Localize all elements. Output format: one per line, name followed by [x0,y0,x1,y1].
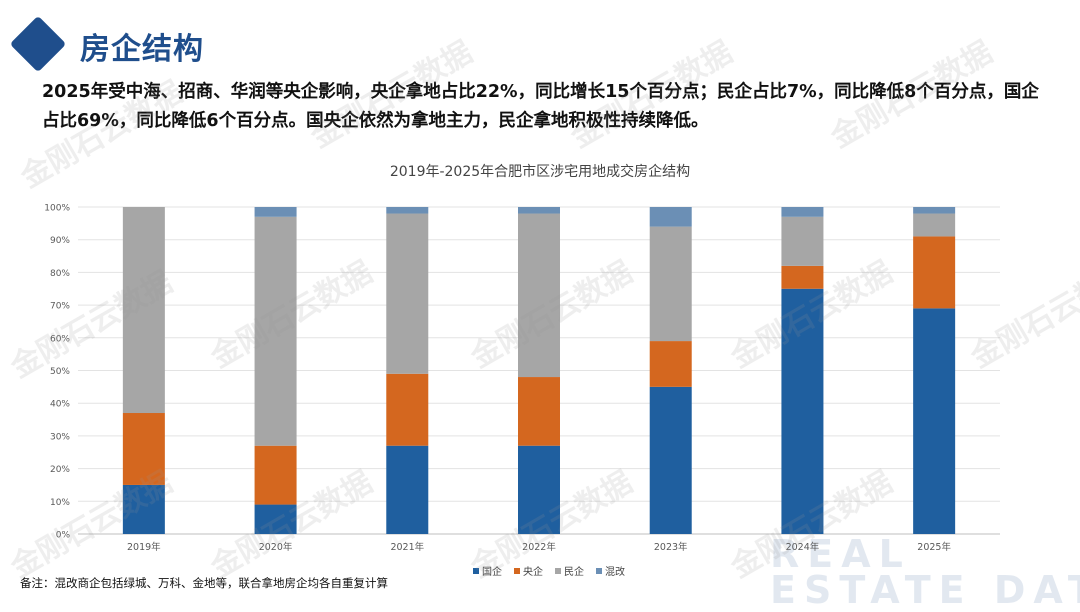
bar-segment [122,413,165,485]
bar-segment [781,265,824,289]
background-brand-line1: REAL [770,532,911,576]
bar-segment [913,207,956,214]
y-tick-label: 40% [50,400,70,410]
bar-segment [122,484,165,534]
x-tick-label: 2019年 [127,541,161,553]
legend-swatch-minqi [555,567,561,574]
y-tick-label: 90% [50,236,70,246]
x-tick-label: 2020年 [259,541,293,553]
chart-legend: 国企 央企 民企 混改 [473,563,625,578]
y-tick-label: 70% [50,302,70,312]
legend-item-yangqi: 央企 [514,563,543,578]
y-tick-label: 30% [50,432,70,442]
legend-label-guoqi: 国企 [482,567,502,578]
y-tick-label: 20% [50,465,70,475]
y-tick-label: 100% [44,204,70,214]
y-tick-label: 50% [50,367,70,377]
legend-item-minqi: 民企 [555,563,584,578]
bar-segment [386,213,429,374]
bar-segment [649,386,692,534]
y-tick-label: 80% [50,269,70,279]
description-text: 2025年受中海、招商、华润等央企影响，央企拿地占比22%，同比增长15个百分点… [42,82,1039,131]
x-tick-label: 2021年 [390,541,424,553]
x-tick-label: 2024年 [786,541,820,553]
footnote: 备注：混改商企包括绿城、万科、金地等，联合拿地房企均各自重复计算 [20,576,388,590]
x-tick-label: 2023年 [654,541,688,553]
legend-swatch-guoqi [473,567,479,574]
bar-segment [254,504,297,534]
legend-item-guoqi: 国企 [473,563,502,578]
bar-segment [254,207,297,217]
bar-segment [913,308,956,534]
x-tick-label: 2022年 [522,541,556,553]
bar-segment [781,288,824,534]
page-title: 房企结构 [80,32,204,67]
bar-segment [254,445,297,505]
bar-segment [518,207,560,214]
legend-label-yangqi: 央企 [523,567,543,578]
bar-segment [649,226,692,342]
legend-label-minqi: 民企 [564,567,584,578]
bar-segment [781,207,824,217]
bar-segment [781,216,824,266]
bar-segment [649,341,692,387]
legend-label-hungai: 混改 [605,567,625,578]
chart-title: 2019年-2025年合肥市区涉宅用地成交房企结构 [389,164,691,180]
bar-segment [254,216,297,446]
background-brand-line2: ESTATE DATA [770,568,1080,612]
y-tick-label: 60% [50,334,70,344]
background-brand: REAL ESTATE DATA [770,532,1080,612]
bar-segment [518,445,560,534]
x-tick-label: 2025年 [917,541,951,553]
bar-segment [913,236,956,309]
y-tick-label: 0% [56,531,71,541]
bar-segment [386,373,429,446]
bar-segment [122,207,165,414]
legend-swatch-yangqi [514,567,520,574]
bar-segment [518,213,560,378]
bar-segment [518,377,560,446]
bar-segment [913,213,956,237]
legend-item-hungai: 混改 [596,563,625,578]
bar-segment [649,207,692,227]
bar-segment [386,445,429,534]
bar-segment [386,207,429,214]
y-tick-label: 10% [50,498,70,508]
legend-swatch-hungai [596,567,602,574]
